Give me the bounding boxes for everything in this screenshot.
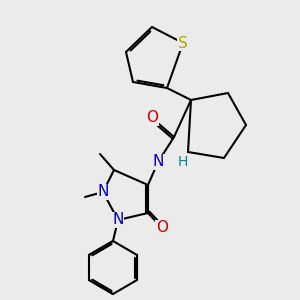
Text: O: O [156,220,168,236]
Text: N: N [97,184,109,200]
Text: N: N [112,212,124,227]
Text: O: O [146,110,158,125]
Text: N: N [152,154,164,169]
Text: H: H [178,155,188,169]
Text: S: S [178,35,188,50]
